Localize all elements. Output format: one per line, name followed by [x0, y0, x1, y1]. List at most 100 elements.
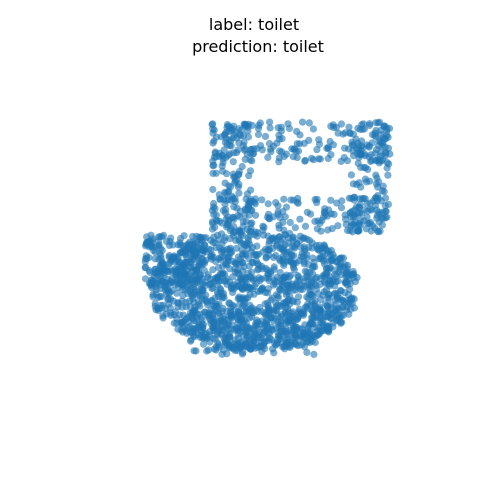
- data-point: [257, 119, 264, 126]
- data-point: [282, 315, 289, 322]
- title-line-prediction: prediction: toilet: [192, 37, 324, 56]
- data-point: [339, 131, 346, 138]
- data-point: [174, 241, 181, 248]
- data-point: [270, 349, 277, 356]
- data-point: [325, 248, 332, 255]
- data-point: [212, 150, 219, 157]
- data-point: [286, 230, 293, 237]
- data-point: [327, 281, 334, 288]
- data-point: [306, 281, 313, 288]
- data-point: [247, 167, 254, 174]
- data-point: [315, 290, 322, 297]
- data-point: [312, 339, 319, 346]
- data-point: [310, 125, 317, 132]
- data-point: [303, 349, 310, 356]
- data-point: [289, 310, 296, 317]
- data-point: [219, 152, 226, 159]
- data-point: [263, 254, 270, 261]
- data-point: [338, 287, 345, 294]
- data-point: [383, 132, 390, 139]
- data-point: [267, 148, 274, 155]
- data-point: [321, 208, 328, 215]
- data-point: [223, 350, 230, 357]
- data-point: [234, 260, 241, 267]
- title-line-label: label: toilet: [209, 15, 299, 34]
- data-point: [325, 144, 332, 151]
- data-point: [328, 257, 335, 264]
- data-point: [293, 241, 300, 248]
- data-point: [283, 291, 290, 298]
- data-point: [367, 158, 374, 165]
- data-point: [338, 204, 345, 211]
- data-point: [198, 237, 205, 244]
- data-point: [214, 275, 221, 282]
- data-point: [209, 297, 216, 304]
- data-point: [218, 220, 225, 227]
- data-point: [216, 344, 223, 351]
- data-point: [195, 259, 202, 266]
- data-point: [230, 281, 237, 288]
- data-point: [366, 178, 373, 185]
- data-point: [198, 287, 205, 294]
- data-point: [233, 245, 240, 252]
- data-point: [290, 153, 297, 160]
- data-point: [347, 209, 354, 216]
- data-point: [327, 264, 334, 271]
- data-point: [255, 131, 262, 138]
- data-point: [355, 204, 362, 211]
- data-point: [338, 158, 345, 165]
- data-point: [177, 320, 184, 327]
- data-point: [186, 258, 193, 265]
- data-point: [280, 262, 287, 269]
- data-point: [165, 287, 172, 294]
- data-point: [207, 253, 214, 260]
- data-point: [200, 341, 207, 348]
- data-point: [239, 252, 246, 259]
- data-point: [231, 228, 238, 235]
- data-point: [249, 285, 256, 292]
- data-point: [327, 151, 334, 158]
- data-point: [327, 197, 334, 204]
- data-point: [259, 284, 266, 291]
- data-point: [237, 312, 244, 319]
- data-point: [352, 278, 359, 285]
- data-point: [320, 258, 327, 265]
- data-point: [292, 331, 299, 338]
- data-point: [239, 163, 246, 170]
- data-point: [305, 137, 312, 144]
- data-point: [376, 159, 383, 166]
- data-point: [237, 208, 244, 215]
- data-point: [232, 237, 239, 244]
- data-point: [294, 272, 301, 279]
- data-point: [206, 309, 213, 316]
- data-point: [382, 208, 389, 215]
- data-point: [293, 316, 300, 323]
- data-point: [348, 171, 355, 178]
- data-point: [226, 265, 233, 272]
- data-point: [167, 304, 174, 311]
- data-point: [206, 338, 213, 345]
- data-point: [314, 332, 321, 339]
- data-point: [246, 198, 253, 205]
- data-point: [352, 136, 359, 143]
- data-point: [145, 254, 152, 261]
- data-point: [247, 187, 254, 194]
- data-point: [262, 133, 269, 140]
- data-point: [278, 127, 285, 134]
- data-point: [309, 264, 316, 271]
- data-point: [262, 328, 269, 335]
- data-point: [241, 138, 248, 145]
- data-point: [190, 238, 197, 245]
- data-point: [272, 280, 279, 287]
- data-point: [303, 255, 310, 262]
- data-point: [173, 290, 180, 297]
- data-point: [318, 217, 325, 224]
- data-point: [209, 126, 216, 133]
- data-point: [201, 296, 208, 303]
- data-point: [233, 149, 240, 156]
- data-point: [379, 222, 386, 229]
- data-point: [340, 255, 347, 262]
- data-point: [293, 128, 300, 135]
- data-point: [267, 296, 274, 303]
